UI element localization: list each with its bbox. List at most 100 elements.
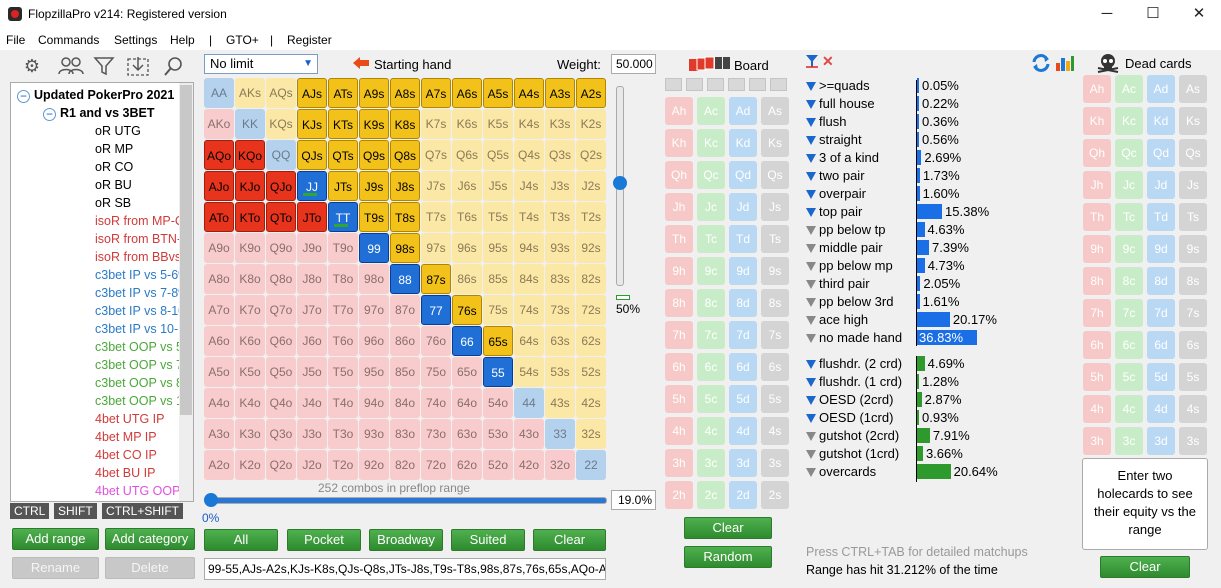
stat-row[interactable]: ace high 20.17% [806,311,997,329]
dead-card-3s[interactable]: 3s [1179,427,1207,455]
collapse-toggle-icon[interactable]: − [17,90,30,103]
board-card-th[interactable]: Th [665,225,693,253]
hand-cell-75o[interactable]: 75o [421,357,451,387]
stat-row[interactable]: flush 0.36% [806,113,959,131]
hand-cell-t3s[interactable]: T3s [545,202,575,232]
board-card-td[interactable]: Td [729,225,757,253]
board-card-8d[interactable]: 8d [729,289,757,317]
dead-card-kc[interactable]: Kc [1115,107,1143,135]
dead-card-3c[interactable]: 3c [1115,427,1143,455]
hand-cell-a7o[interactable]: A7o [204,295,234,325]
dead-card-qs[interactable]: Qs [1179,139,1207,167]
dead-card-7s[interactable]: 7s [1179,299,1207,327]
hand-cell-qjo[interactable]: QJo [266,171,296,201]
filter-funnel-icon[interactable] [806,208,816,217]
weight-input[interactable]: 50.000 [611,54,656,74]
board-card-8h[interactable]: 8h [665,289,693,317]
filter-icon[interactable] [92,55,116,77]
tree-item[interactable]: c3bet OOP vs 12% [95,392,193,410]
maximize-button[interactable]: ☐ [1146,5,1160,22]
clear-range-button[interactable]: Clear [533,529,606,551]
tree-item[interactable]: 4bet BU IP [95,464,155,482]
hand-cell-a2s[interactable]: A2s [576,78,606,108]
hand-cell-k2s[interactable]: K2s [576,109,606,139]
dead-card-5s[interactable]: 5s [1179,363,1207,391]
hand-cell-72s[interactable]: 72s [576,295,606,325]
hand-cell-kjs[interactable]: KJs [297,109,327,139]
filter-funnel-icon[interactable] [806,190,816,199]
dead-card-8h[interactable]: 8h [1083,267,1111,295]
board-card-jh[interactable]: Jh [665,193,693,221]
hand-cell-42s[interactable]: 42s [576,388,606,418]
board-card-6h[interactable]: 6h [665,353,693,381]
hand-cell-j2s[interactable]: J2s [576,171,606,201]
hand-cell-t9s[interactable]: T9s [359,202,389,232]
board-card-as[interactable]: As [761,97,789,125]
hand-cell-k7o[interactable]: K7o [235,295,265,325]
hand-cell-aqs[interactable]: AQs [266,78,296,108]
suited-button[interactable]: Suited [451,529,525,551]
hand-cell-42o[interactable]: 42o [514,450,544,480]
board-card-2s[interactable]: 2s [761,481,789,509]
tree-item[interactable]: c3bet IP vs 7-8% [95,284,189,302]
menu-file[interactable]: File [6,33,26,47]
board-card-3h[interactable]: 3h [665,449,693,477]
tab-ctrl[interactable]: CTRL [10,503,50,519]
dead-card-jd[interactable]: Jd [1147,171,1175,199]
stat-row[interactable]: top pair 15.38% [806,203,989,221]
hand-cell-a4o[interactable]: A4o [204,388,234,418]
board-card-2h[interactable]: 2h [665,481,693,509]
tree-item[interactable]: − R1 and vs 3BET [43,104,154,122]
hand-cell-k2o[interactable]: K2o [235,450,265,480]
chart-icon[interactable] [1055,54,1075,72]
dead-card-qc[interactable]: Qc [1115,139,1143,167]
hand-cell-97s[interactable]: 97s [421,233,451,263]
dead-card-qh[interactable]: Qh [1083,139,1111,167]
board-card-jd[interactable]: Jd [729,193,757,221]
range-text-input[interactable]: 99-55,AJs-A2s,KJs-K8s,QJs-Q8s,JTs-J8s,T9… [204,558,606,580]
hand-cell-aks[interactable]: AKs [235,78,265,108]
hand-cell-77[interactable]: 77 [421,295,451,325]
hand-cell-63o[interactable]: 63o [452,419,482,449]
filter-funnel-icon[interactable] [806,334,816,343]
hand-cell-43s[interactable]: 43s [545,388,575,418]
menu-gto[interactable]: GTO+ [226,33,259,47]
percent-input[interactable]: 19.0% [611,490,656,510]
hand-cell-83s[interactable]: 83s [545,264,575,294]
stat-row[interactable]: middle pair 7.39% [806,239,969,257]
hand-cell-ato[interactable]: ATo [204,202,234,232]
dead-card-4s[interactable]: 4s [1179,395,1207,423]
hand-cell-87o[interactable]: 87o [390,295,420,325]
hand-cell-32o[interactable]: 32o [545,450,575,480]
hand-cell-96o[interactable]: 96o [359,326,389,356]
tree-item[interactable]: c3bet OOP vs 5-6% [95,338,193,356]
hand-cell-k9s[interactable]: K9s [359,109,389,139]
board-card-9c[interactable]: 9c [697,257,725,285]
board-card-9h[interactable]: 9h [665,257,693,285]
hand-cell-q9s[interactable]: Q9s [359,140,389,170]
board-card-ts[interactable]: Ts [761,225,789,253]
dead-card-jh[interactable]: Jh [1083,171,1111,199]
board-card-7c[interactable]: 7c [697,321,725,349]
tree-item[interactable]: oR UTG [95,122,141,140]
hand-cell-j7s[interactable]: J7s [421,171,451,201]
all-button[interactable]: All [204,529,278,551]
import-icon[interactable] [126,55,150,77]
hand-cell-a8o[interactable]: A8o [204,264,234,294]
stat-row[interactable]: OESD (2crd) 2.87% [806,391,962,409]
board-card-7h[interactable]: 7h [665,321,693,349]
hand-cell-j3o[interactable]: J3o [297,419,327,449]
hand-cell-k3o[interactable]: K3o [235,419,265,449]
stat-row[interactable]: pp below tp 4.63% [806,221,964,239]
hand-cell-32s[interactable]: 32s [576,419,606,449]
tree-item[interactable]: oR BU [95,176,132,194]
dead-card-8s[interactable]: 8s [1179,267,1207,295]
hand-cell-t5s[interactable]: T5s [483,202,513,232]
hand-cell-q8s[interactable]: Q8s [390,140,420,170]
tree-item[interactable]: 4bet CO IP [95,446,157,464]
search-icon[interactable] [162,55,186,77]
hand-cell-j6o[interactable]: J6o [297,326,327,356]
board-card-js[interactable]: Js [761,193,789,221]
hand-cell-jto[interactable]: JTo [297,202,327,232]
hand-cell-ako[interactable]: AKo [204,109,234,139]
